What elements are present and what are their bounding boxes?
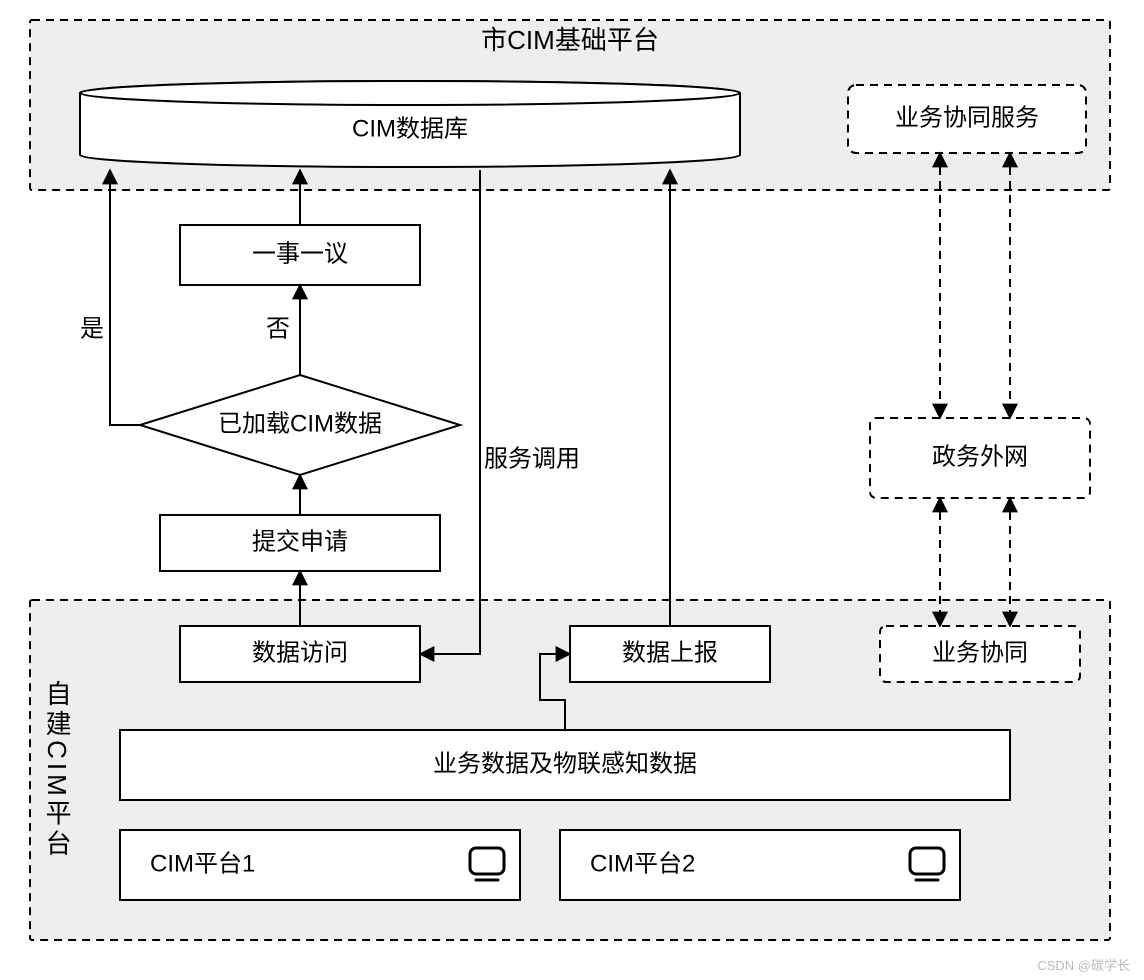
edge-svc-call (420, 170, 480, 654)
node-report-label: 数据上报 (622, 639, 718, 666)
container-top-title: 市CIM基础平台 (481, 25, 659, 55)
node-db: CIM数据库 (80, 81, 740, 167)
diagram-canvas: 市CIM基础平台 自建CIM平台 CIM数据库 业务协同服务 一事一议 已加载C… (0, 0, 1144, 980)
node-svc-top-label: 业务协同服务 (895, 104, 1039, 131)
node-access-label: 数据访问 (252, 639, 348, 666)
node-bizdata-label: 业务数据及物联感知数据 (433, 750, 697, 777)
node-db-label: CIM数据库 (352, 115, 468, 142)
edge-no-label: 否 (266, 315, 290, 342)
edge-yes (110, 170, 140, 425)
container-bottom-title: 自建CIM平台 (42, 680, 72, 860)
node-decision-label: 已加载CIM数据 (218, 410, 382, 437)
node-case-label: 一事一议 (252, 240, 348, 267)
node-coop-label: 业务协同 (932, 639, 1028, 666)
node-gov-label: 政务外网 (932, 443, 1028, 470)
watermark: CSDN @碳学长 (1037, 958, 1130, 973)
edge-yes-label: 是 (80, 315, 104, 342)
node-p2-label: CIM平台2 (590, 850, 695, 877)
node-submit-label: 提交申请 (252, 528, 348, 555)
node-p1-label: CIM平台1 (150, 850, 255, 877)
edge-svc-call-label: 服务调用 (484, 445, 580, 472)
